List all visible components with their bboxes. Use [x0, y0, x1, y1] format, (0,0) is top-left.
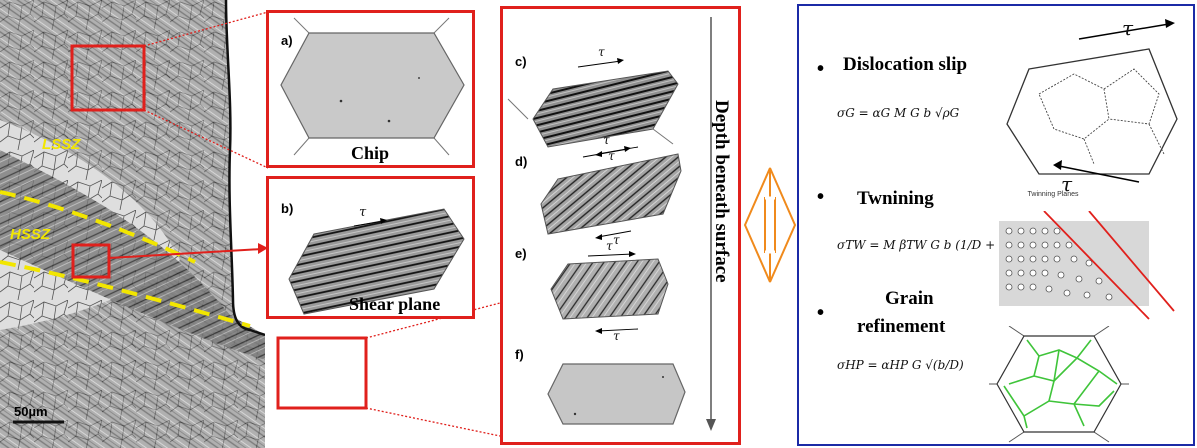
dislocation-equation: σG = αG M G b √ρG: [837, 106, 960, 120]
twinning-title: Twnining: [857, 188, 934, 209]
grain-refinement-diagram: [989, 326, 1129, 443]
grain-title-line2: refinement: [857, 316, 946, 337]
depth-panel: c) d) e) f) τ τ τ τ τ τ: [500, 6, 741, 445]
double-arrow: [743, 167, 797, 283]
panel-e-tau-top: τ: [606, 239, 613, 253]
grain-equation: σHP = αHP G √(b/D): [837, 358, 964, 372]
panel-c-label: c): [515, 54, 527, 69]
twinning-equation: σTW = M βTW G b (1/D + 1/l): [837, 238, 1020, 252]
grain-title-line1: Grain: [885, 288, 934, 309]
panel-d-label: d): [515, 154, 528, 169]
panel-a-grain: [280, 17, 465, 156]
panel-e-label: e): [515, 246, 527, 261]
twinning-planes-label: Twinning Planes: [1027, 191, 1079, 198]
panel-b-label: b): [281, 201, 294, 216]
dislocation-diagram: [1006, 19, 1178, 183]
dislocation-tau-top: τ: [1122, 16, 1134, 40]
depth-axis-text: Depth beneath surface: [711, 100, 732, 283]
panel-a-chip: a) Chip: [266, 10, 475, 168]
panel-a-label: a): [281, 33, 293, 48]
panel-d-tau-bottom: τ: [613, 233, 620, 247]
micrograph: LSSZ HSSZ 50µm: [0, 0, 265, 448]
dislocation-tau-bottom: τ: [1061, 172, 1073, 196]
twinning-diagram: [999, 211, 1175, 320]
panel-b-tau: τ: [359, 205, 367, 220]
roi-box-shear: [71, 243, 111, 279]
panel-d-tau-top: τ: [603, 133, 610, 147]
roi-box-surface: [276, 336, 368, 410]
panel-a-caption: Chip: [351, 143, 390, 163]
panel-c-tau-top: τ: [598, 45, 605, 59]
bullet-twinning: •: [817, 186, 825, 208]
roi-box-chip: [70, 44, 146, 112]
mechanisms-panel: • Dislocation slip σG = αG M G b √ρG τ τ…: [797, 4, 1195, 446]
panel-e-tau-bottom: τ: [613, 329, 620, 343]
bullet-dislocation: •: [817, 58, 825, 80]
callout-overlay: [70, 11, 501, 437]
zone-label-hssz: HSSZ: [10, 226, 51, 243]
panel-c-tau-bottom: τ: [608, 149, 615, 163]
depth-grains: [507, 17, 716, 431]
panel-f-label: f): [515, 347, 524, 362]
panel-b-caption: Shear plane: [349, 294, 441, 314]
panel-b-grain: [288, 208, 465, 315]
bullet-grain: •: [817, 302, 825, 324]
dislocation-title: Dislocation slip: [843, 54, 968, 75]
micrograph-image: [0, 0, 265, 448]
zone-label-lssz: LSSZ: [42, 136, 81, 153]
panel-b-shear: b) τ Shear plane: [266, 176, 475, 319]
scale-bar-label: 50µm: [14, 404, 48, 419]
